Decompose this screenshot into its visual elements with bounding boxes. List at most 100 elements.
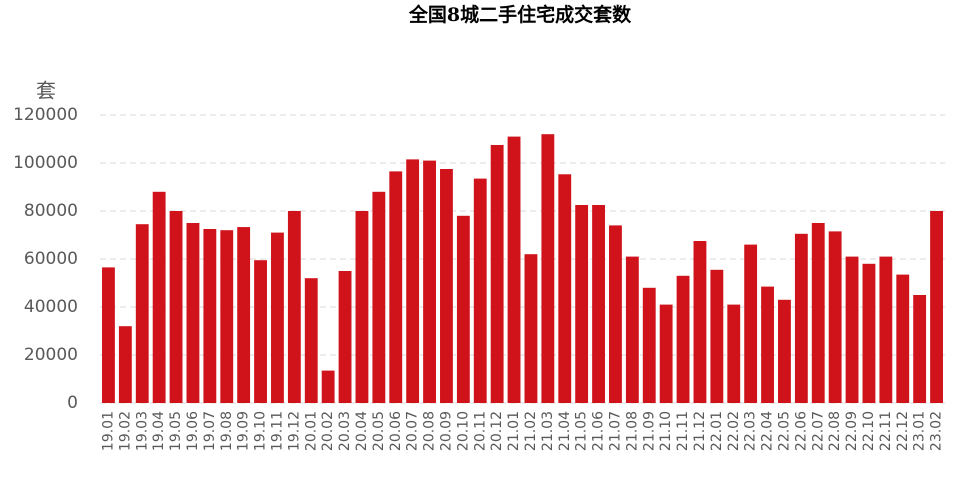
- bar: [237, 227, 251, 403]
- bar: [625, 256, 639, 403]
- x-tick-label: 20.05: [371, 411, 387, 451]
- bar: [355, 211, 369, 403]
- bar: [406, 159, 420, 403]
- bar: [845, 256, 859, 403]
- x-tick-label: 22.10: [861, 411, 877, 451]
- x-tick-label: 21.10: [658, 411, 674, 451]
- x-tick-label: 20.10: [455, 411, 471, 451]
- bar: [321, 370, 335, 403]
- x-tick-label: 19.09: [236, 411, 252, 451]
- bar: [541, 134, 555, 403]
- x-tick-label: 22.08: [827, 411, 843, 451]
- x-tick-label: 21.05: [574, 411, 590, 451]
- x-tick-label: 20.11: [472, 411, 488, 451]
- x-tick-label: 21.09: [641, 411, 657, 451]
- y-tick-label: 20000: [24, 345, 78, 365]
- bar: [592, 205, 605, 403]
- x-tick-label: 19.04: [151, 411, 167, 451]
- bar: [693, 241, 707, 403]
- x-tick-label: 19.05: [168, 411, 184, 451]
- x-tick-label: 21.07: [607, 411, 623, 451]
- x-tick-label: 19.01: [100, 411, 116, 451]
- bar: [896, 274, 910, 403]
- x-tick-label: 22.02: [726, 411, 742, 451]
- x-tick-label: 22.12: [895, 411, 911, 451]
- x-tick-label: 22.03: [743, 411, 759, 451]
- bar: [220, 230, 234, 403]
- x-tick-label: 21.08: [624, 411, 640, 451]
- bar: [118, 326, 132, 403]
- bar: [558, 174, 572, 403]
- bar: [203, 229, 217, 403]
- x-tick-label: 23.01: [912, 411, 928, 451]
- bar: [811, 223, 825, 403]
- bar: [828, 231, 842, 403]
- y-tick-label: 80000: [24, 201, 78, 221]
- x-tick-label: 20.09: [438, 411, 454, 451]
- bar: [169, 211, 183, 403]
- x-tick-label: 22.09: [844, 411, 860, 451]
- chart-title: 全国8城二手住宅成交套数: [408, 3, 632, 26]
- bar: [440, 169, 453, 403]
- bar: [423, 160, 436, 403]
- x-tick-label: 19.06: [185, 411, 201, 451]
- x-tick-label: 22.05: [776, 411, 792, 451]
- bar: [389, 171, 403, 403]
- bar: [135, 224, 149, 403]
- bar: [304, 278, 318, 403]
- bar: [254, 260, 267, 403]
- x-tick-label: 20.02: [320, 411, 336, 451]
- bar: [372, 191, 386, 403]
- bar: [659, 304, 673, 403]
- x-tick-label: 21.04: [557, 411, 573, 451]
- x-tick-label: 22.11: [878, 411, 894, 451]
- bar: [879, 256, 893, 403]
- bar: [575, 205, 589, 403]
- x-tick-label: 19.10: [253, 411, 269, 451]
- bar: [609, 225, 622, 403]
- x-tick-label: 19.11: [269, 411, 285, 451]
- x-tick-label: 21.12: [692, 411, 708, 451]
- bar: [778, 299, 791, 403]
- bar: [676, 275, 690, 403]
- x-tick-label: 19.07: [202, 411, 218, 451]
- x-tick-label: 19.02: [117, 411, 133, 451]
- x-tick-label: 23.02: [929, 411, 945, 451]
- bar: [473, 178, 487, 403]
- y-axis-label: 套: [36, 79, 56, 103]
- x-tick-label: 19.03: [134, 411, 150, 451]
- bar: [338, 271, 352, 403]
- bar: [930, 211, 943, 403]
- x-tick-label: 21.01: [506, 411, 522, 451]
- bar: [761, 286, 774, 403]
- x-tick-label: 20.12: [489, 411, 505, 451]
- x-tick-label: 20.06: [388, 411, 404, 451]
- x-tick-label: 22.07: [810, 411, 826, 451]
- x-tick-label: 19.08: [219, 411, 235, 451]
- bar: [507, 136, 521, 403]
- x-tick-label: 22.01: [709, 411, 725, 451]
- x-tick-label: 21.03: [540, 411, 556, 451]
- x-tick-label: 19.12: [286, 411, 302, 451]
- x-tick-label: 21.06: [591, 411, 607, 451]
- bar: [710, 269, 724, 403]
- x-tick-label: 22.04: [760, 411, 776, 451]
- bar: [862, 263, 876, 403]
- bar: [271, 232, 284, 403]
- bar: [456, 215, 470, 403]
- x-tick-label: 22.06: [793, 411, 809, 451]
- y-tick-label: 0: [67, 393, 78, 413]
- bar: [642, 287, 656, 403]
- bar: [152, 191, 166, 403]
- y-tick-label: 120000: [13, 105, 78, 125]
- x-tick-label: 20.07: [405, 411, 421, 451]
- bar: [794, 233, 808, 403]
- bar: [913, 295, 927, 403]
- bar: [186, 223, 200, 403]
- bar: [490, 145, 504, 403]
- x-tick-label: 21.11: [675, 411, 691, 451]
- y-tick-label: 100000: [13, 153, 78, 173]
- x-tick-label: 20.08: [422, 411, 438, 451]
- y-tick-label: 40000: [24, 297, 78, 317]
